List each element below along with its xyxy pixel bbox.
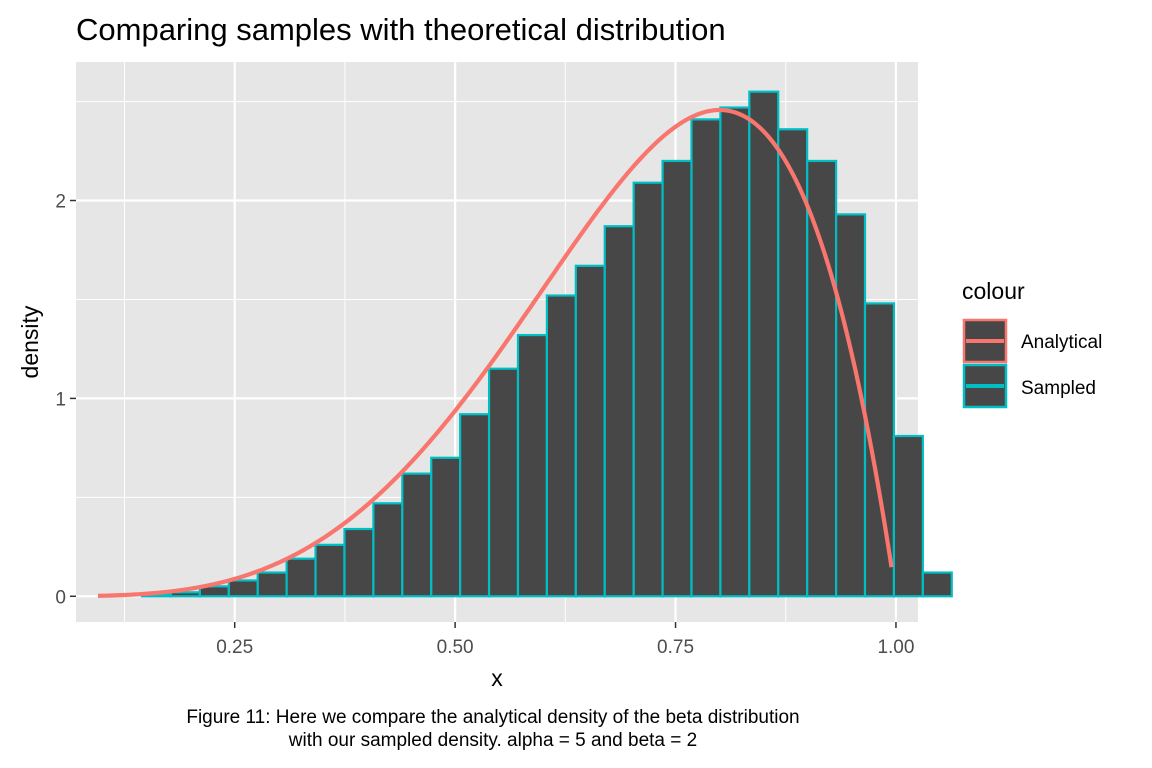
histogram-bar — [603, 225, 635, 598]
histogram-bar — [430, 456, 462, 598]
histogram-bar — [401, 472, 433, 598]
legend-item-sampled: Sampled — [962, 363, 1096, 409]
histogram-bar — [719, 106, 751, 598]
histogram-bar — [921, 571, 953, 598]
histogram-bar — [256, 571, 288, 598]
histogram-bar — [227, 579, 259, 598]
histogram-bar — [545, 294, 577, 598]
histogram-bar — [661, 159, 693, 598]
histogram-bar — [777, 128, 809, 598]
histogram-bar — [372, 502, 404, 598]
histogram-bar — [834, 213, 867, 598]
y-tick-label: 1 — [55, 389, 66, 410]
histogram-bar — [285, 557, 317, 598]
caption-line-1: Figure 11: Here we compare the analytica… — [186, 707, 800, 728]
legend-item-analytical: Analytical — [962, 318, 1102, 364]
histogram-bar — [574, 264, 606, 598]
histogram-bar — [806, 159, 838, 598]
histogram-bar — [516, 333, 549, 598]
analytical-curve — [97, 107, 894, 598]
y-axis: 0 1 2 — [55, 192, 76, 608]
y-tick-label: 2 — [55, 192, 66, 213]
y-tick-label: 0 — [55, 587, 66, 608]
histogram-bar — [690, 118, 722, 598]
histogram-bar — [343, 527, 375, 598]
legend-title: colour — [962, 278, 1025, 304]
caption-line-2: with our sampled density. alpha = 5 and … — [288, 730, 698, 751]
y-axis-title: density — [17, 305, 43, 378]
x-axis-title: x — [491, 665, 503, 691]
histogram-bar — [632, 181, 664, 598]
x-axis: 0.25 0.50 0.75 1.00 — [216, 622, 914, 658]
chart-title: Comparing samples with theoretical distr… — [76, 12, 726, 47]
x-tick-label: 0.75 — [657, 637, 694, 658]
histogram-bars — [140, 90, 953, 598]
legend-label-analytical: Analytical — [1021, 332, 1102, 353]
legend: colour Analytical Sampled — [962, 278, 1102, 409]
histogram-bar — [459, 413, 491, 598]
chart: Comparing samples with theoretical distr… — [17, 12, 1102, 691]
legend-label-sampled: Sampled — [1021, 378, 1096, 399]
x-tick-label: 1.00 — [877, 637, 914, 658]
x-tick-label: 0.25 — [216, 637, 253, 658]
figure-caption: Figure 11: Here we compare the analytica… — [0, 706, 986, 752]
histogram-bar — [748, 90, 780, 598]
analytical-density-line — [97, 107, 894, 598]
histogram-bar — [892, 434, 924, 598]
histogram-bar — [487, 367, 520, 598]
x-tick-label: 0.50 — [437, 637, 474, 658]
histogram-bar — [314, 543, 346, 598]
